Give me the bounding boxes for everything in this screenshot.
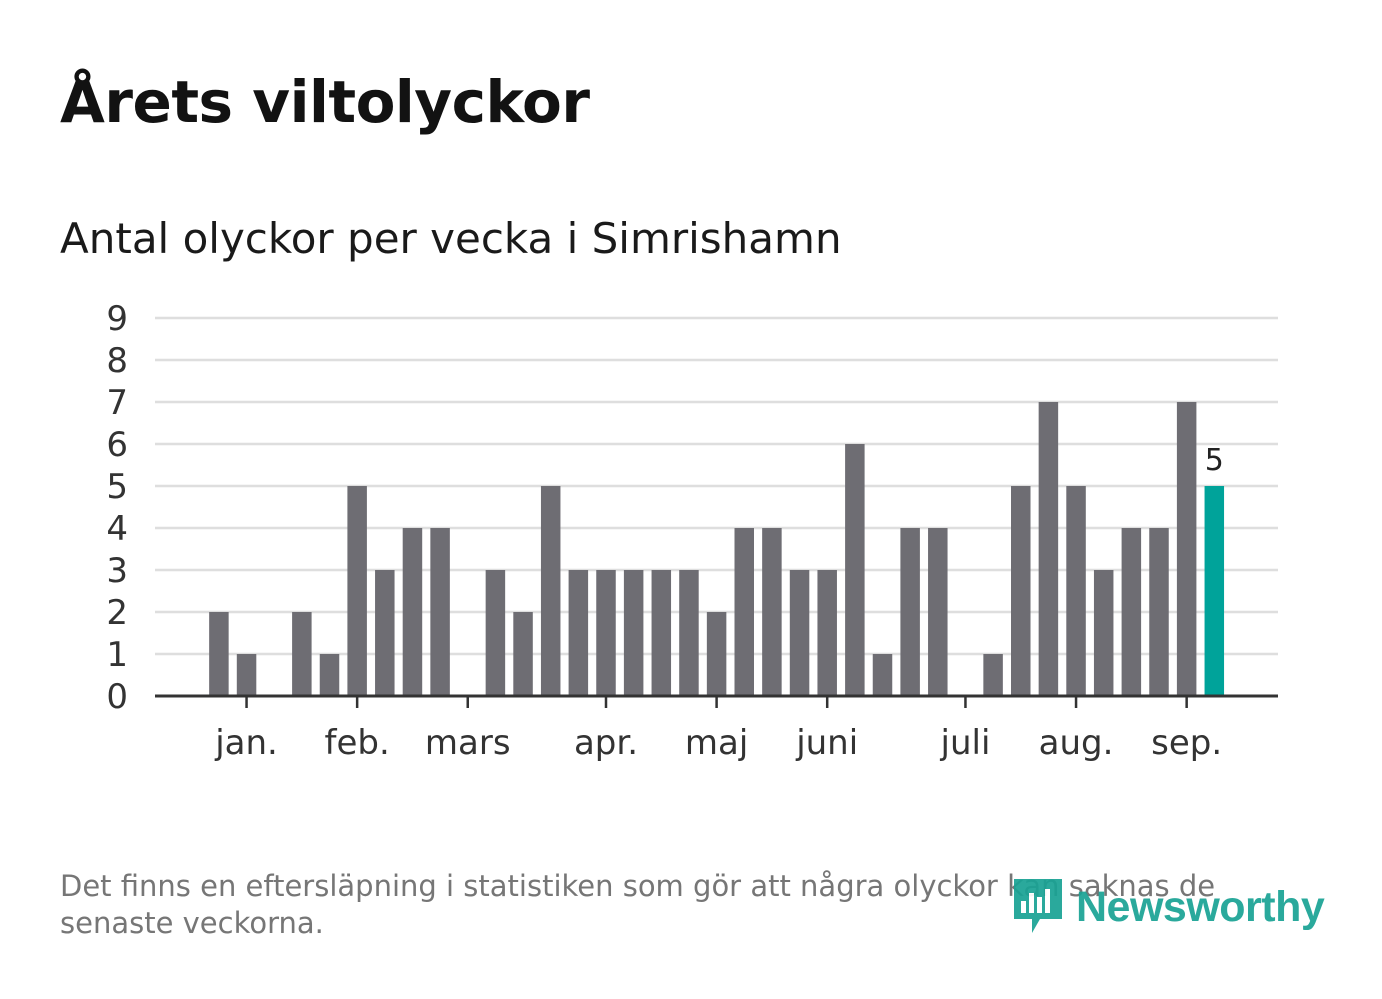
bar	[236, 654, 257, 696]
bar	[734, 528, 754, 696]
x-tick-label: apr.	[574, 723, 638, 763]
bar	[485, 570, 506, 696]
bar	[209, 612, 229, 696]
x-tick-label: maj	[685, 723, 748, 763]
x-tick-label: juni	[795, 723, 858, 763]
y-tick-label: 4	[106, 509, 128, 549]
data-labels: 5	[1205, 443, 1224, 478]
bar	[292, 612, 312, 696]
bar	[651, 570, 672, 696]
brand-logo: Newsworthy	[1010, 872, 1325, 942]
y-tick-label: 7	[106, 383, 128, 423]
bar	[928, 528, 948, 696]
x-tick-label: mars	[425, 723, 511, 763]
grid-lines	[155, 316, 1278, 656]
x-axis-ticks: jan. feb. mars apr. maj juni juli aug. sep.	[214, 696, 1222, 763]
bar	[1093, 570, 1114, 696]
bars	[209, 402, 1225, 696]
bar	[430, 528, 450, 696]
y-tick-label: 5	[106, 467, 128, 507]
y-tick-label: 6	[106, 425, 128, 465]
bar	[900, 528, 920, 696]
bar	[513, 612, 533, 696]
bar	[596, 570, 616, 696]
bar	[623, 570, 644, 696]
brand-logo-icon	[1014, 879, 1062, 933]
y-tick-label: 2	[106, 593, 128, 633]
bar	[762, 528, 782, 696]
brand-name: Newsworthy	[1076, 882, 1325, 931]
bar	[679, 570, 699, 696]
y-tick-label: 0	[106, 677, 128, 717]
x-tick-label: jan.	[214, 723, 278, 763]
chart-title: Årets viltolyckor	[60, 68, 590, 136]
bar	[540, 486, 561, 696]
bar	[1038, 402, 1059, 696]
chart-subtitle: Antal olyckor per vecka i Simrishamn	[60, 214, 842, 263]
last-value-label: 5	[1205, 443, 1224, 478]
bar	[1121, 528, 1142, 696]
x-tick-label: aug.	[1039, 723, 1114, 763]
y-tick-label: 1	[106, 635, 128, 675]
bar	[568, 570, 589, 696]
y-tick-label: 3	[106, 551, 128, 591]
bar	[375, 570, 395, 696]
y-tick-label: 9	[106, 299, 128, 339]
bar	[1066, 486, 1086, 696]
bar	[872, 654, 893, 696]
x-tick-label: juli	[940, 723, 991, 763]
y-tick-label: 8	[106, 341, 128, 381]
bar	[319, 654, 340, 696]
bar	[706, 612, 727, 696]
bar	[817, 570, 837, 696]
bar	[347, 486, 367, 696]
bar-current-week	[1204, 486, 1225, 696]
bar	[845, 444, 865, 696]
x-tick-label: feb.	[325, 723, 390, 763]
bar	[402, 528, 423, 696]
bar	[983, 654, 1003, 696]
bar	[789, 570, 810, 696]
x-tick-label: sep.	[1151, 723, 1222, 763]
bar	[1176, 402, 1197, 696]
bar	[1011, 486, 1031, 696]
bar	[1149, 528, 1169, 696]
